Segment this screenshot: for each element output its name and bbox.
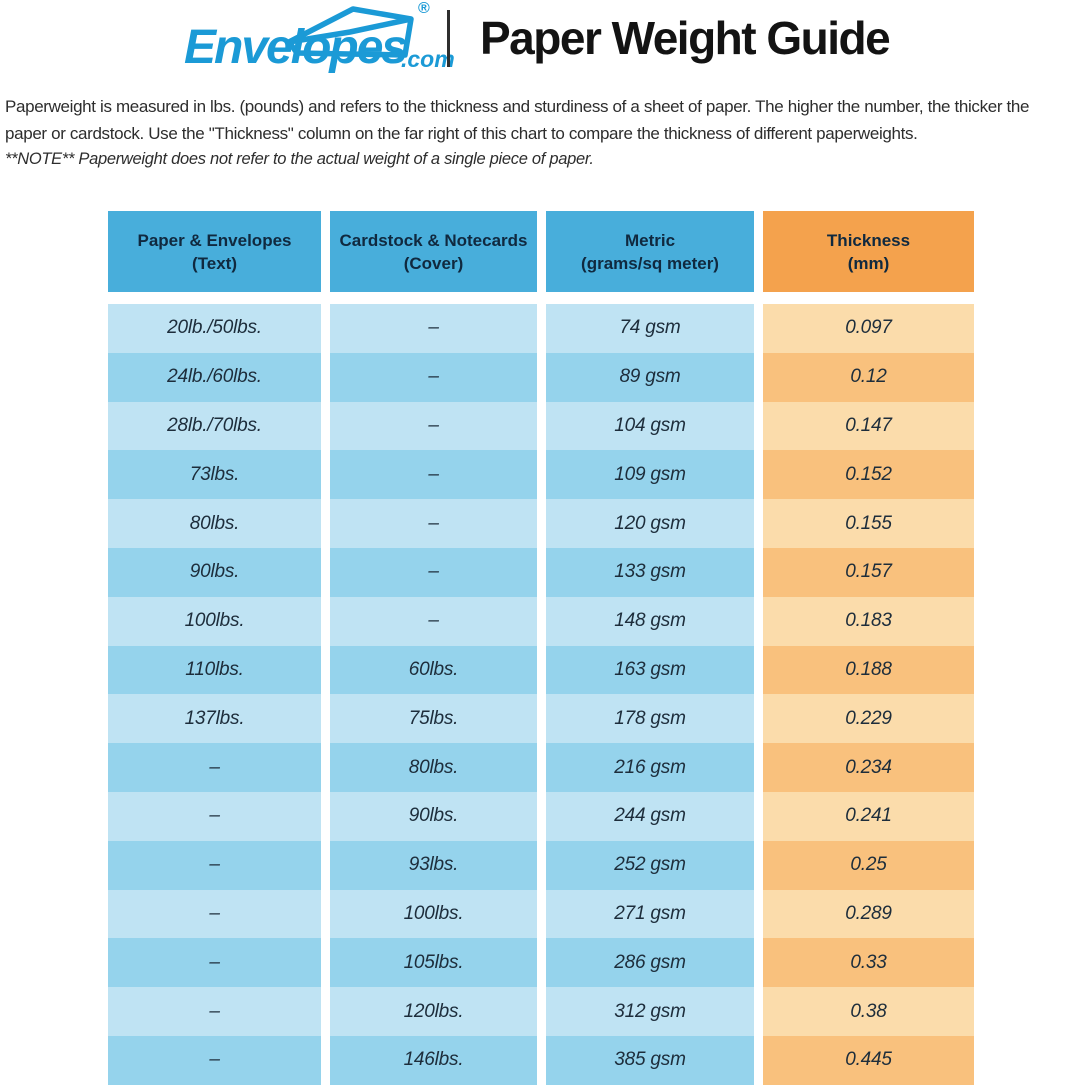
column-header-text: (Cover) (403, 253, 464, 273)
table-cell: – (108, 791, 321, 841)
column-header-metric-gsm: Metric (grams/sq meter) (546, 211, 754, 292)
table-cell: 0.241 (763, 791, 974, 841)
table-cell: 104 gsm (546, 401, 754, 451)
table-cell: 24lb./60lbs. (108, 352, 321, 402)
table-cell: 60lbs. (330, 645, 537, 695)
table-cell: 216 gsm (546, 743, 754, 792)
column-header-text: (Text) (191, 253, 237, 273)
table-cell: 100lbs. (108, 596, 321, 646)
column-header-text: Cardstock & Notecards (339, 230, 528, 250)
table-cell: – (330, 304, 537, 353)
table-cell: 0.147 (763, 401, 974, 451)
table-cell: 137lbs. (108, 694, 321, 744)
page-title: Paper Weight Guide (480, 12, 891, 64)
envelope-icon (286, 6, 414, 58)
table-cell: 0.38 (763, 987, 974, 1036)
table-cell: – (330, 499, 537, 548)
table-cell: 93lbs. (330, 840, 537, 890)
table-cell: 148 gsm (546, 596, 754, 646)
table-cell: – (108, 889, 321, 939)
table-cell: 109 gsm (546, 450, 754, 500)
table-header-row: Paper & Envelopes (Text) Cardstock & Notec… (108, 211, 974, 292)
table-cell: 146lbs. (330, 1035, 537, 1085)
table-cell: – (108, 938, 321, 988)
column-header-paper-envelopes-text: Paper & Envelopes (Text) (108, 211, 321, 292)
table-cell: 163 gsm (546, 645, 754, 695)
paper-weight-table: Paper & Envelopes (Text) Cardstock & Notec… (108, 211, 974, 1085)
table-cell: 110lbs. (108, 645, 321, 695)
registered-mark: ® (418, 0, 430, 17)
table-cell: 178 gsm (546, 694, 754, 744)
column-header-cardstock-notecards-cover: Cardstock & Notecards (Cover) (330, 211, 537, 292)
table-cell: 0.188 (763, 645, 974, 695)
table-cell: – (108, 1035, 321, 1085)
table-cell: – (330, 596, 537, 646)
table-cell: 120lbs. (330, 987, 537, 1036)
logo-tld-text: .com (401, 46, 455, 72)
table-cell: – (330, 352, 537, 402)
table-cell: 385 gsm (546, 1035, 754, 1085)
table-cell: – (330, 401, 537, 451)
table-body: 20lb./50lbs. –74 gsm 0.097 24lb./60lbs. –89 … (108, 304, 974, 1085)
table-cell: 80lbs. (330, 743, 537, 792)
table-cell: 100lbs. (330, 889, 537, 939)
column-header-text: (mm) (847, 253, 890, 273)
intro-paragraph: Paperweight is measured in lbs. (pounds)… (5, 97, 1030, 143)
table-cell: 244 gsm (546, 791, 754, 841)
table-cell: 0.152 (763, 450, 974, 500)
table-cell: – (330, 450, 537, 500)
column-header-thickness-mm: Thickness (mm) (763, 211, 974, 292)
table-cell: 0.25 (763, 840, 974, 890)
table-cell: 0.12 (763, 352, 974, 402)
table-cell: 0.157 (763, 547, 974, 597)
table-cell: 0.155 (763, 499, 974, 548)
table-cell: 90lbs. (108, 547, 321, 597)
logo-brand-text: Envelopes (184, 21, 408, 74)
table-cell: 0.289 (763, 889, 974, 939)
table-cell: 0.097 (763, 304, 974, 353)
table-cell: 89 gsm (546, 352, 754, 402)
table-cell: 0.234 (763, 743, 974, 792)
header-divider (447, 10, 450, 67)
column-header-text: Paper & Envelopes (137, 230, 292, 250)
envelopes-logo: ® Envelopes .com (184, 0, 455, 82)
table-cell: 120 gsm (546, 499, 754, 548)
table-cell: 0.445 (763, 1035, 974, 1085)
table-cell: 20lb./50lbs. (108, 304, 321, 353)
table-cell: – (108, 743, 321, 792)
table-cell: 74 gsm (546, 304, 754, 353)
table-cell: 0.229 (763, 694, 974, 744)
table-cell: 252 gsm (546, 840, 754, 890)
table-cell: 0.33 (763, 938, 974, 988)
note-line: **NOTE** Paperweight does not refer to t… (5, 150, 594, 168)
column-header-text: Thickness (826, 230, 911, 250)
table-cell: 73lbs. (108, 450, 321, 500)
table-cell: 28lb./70lbs. (108, 401, 321, 451)
table-cell: 105lbs. (330, 938, 537, 988)
table-cell: – (330, 547, 537, 597)
table-cell: 80lbs. (108, 499, 321, 548)
table-cell: 75lbs. (330, 694, 537, 744)
table-cell: 312 gsm (546, 987, 754, 1036)
column-header-text: Metric (624, 230, 676, 250)
table-cell: 286 gsm (546, 938, 754, 988)
table-cell: – (108, 987, 321, 1036)
table-cell: 90lbs. (330, 791, 537, 841)
table-cell: 0.183 (763, 596, 974, 646)
table-cell: – (108, 840, 321, 890)
table-cell: 271 gsm (546, 889, 754, 939)
table-cell: 133 gsm (546, 547, 754, 597)
column-header-text: (grams/sq meter) (581, 253, 719, 273)
